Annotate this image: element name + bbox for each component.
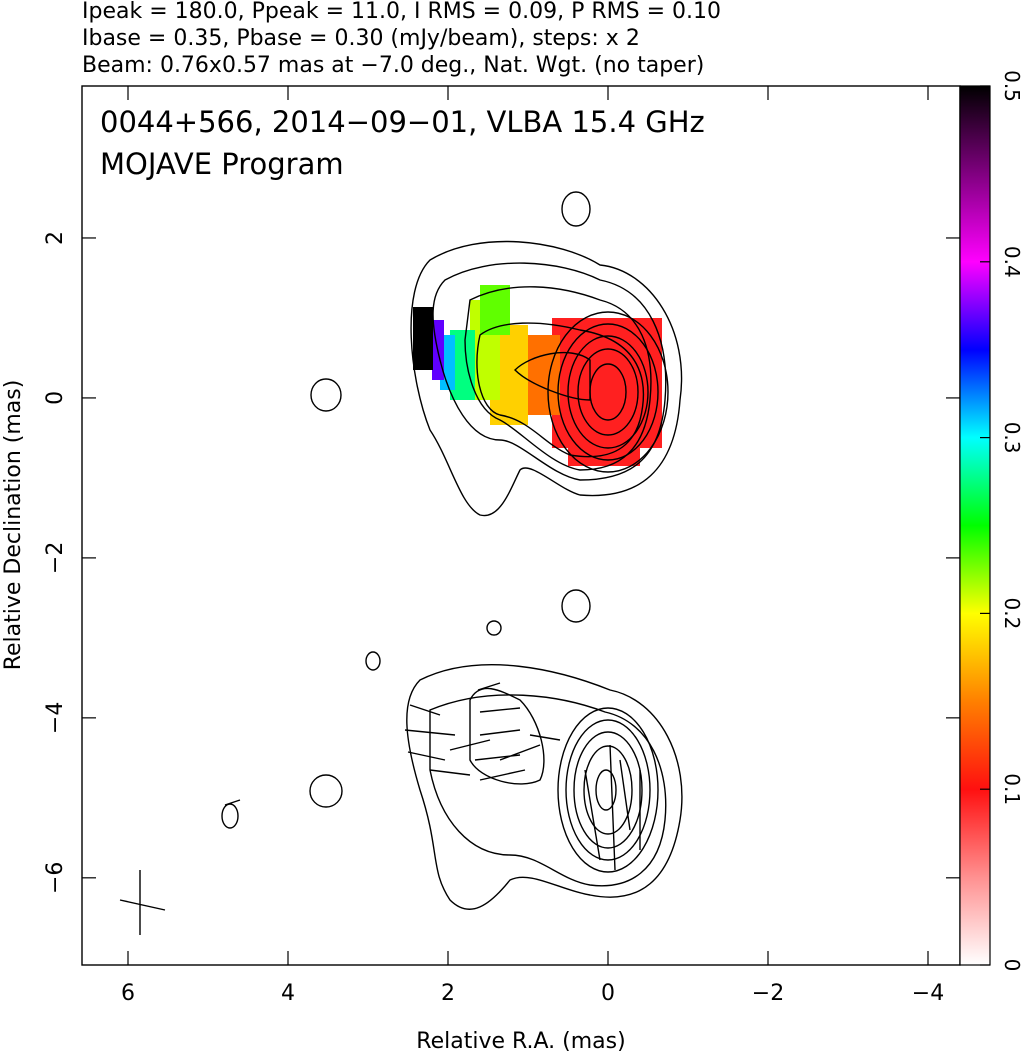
colorbar-tick-label: 0.4 — [1000, 246, 1021, 278]
x-tick-label: 4 — [281, 981, 295, 1006]
y-axis-label: Relative Declination (mas) — [1, 380, 26, 671]
colorbar-tick-label: 0.1 — [1000, 773, 1021, 805]
x-tick-label: −2 — [752, 981, 784, 1006]
x-tick-label: 0 — [601, 981, 615, 1006]
map-title: 0044+566, 2014−09−01, VLBA 15.4 GHz — [100, 105, 705, 139]
header-line: Ibase = 0.35, Pbase = 0.30 (mJy/beam), s… — [82, 26, 640, 51]
x-axis-label: Relative R.A. (mas) — [416, 1029, 625, 1054]
y-tick-label: −4 — [43, 702, 68, 734]
colorbar-tick-label: 0.2 — [1000, 597, 1021, 629]
x-tick-label: −4 — [912, 981, 944, 1006]
map-subtitle: MOJAVE Program — [100, 147, 344, 181]
header-line: Beam: 0.76x0.57 mas at −7.0 deg., Nat. W… — [82, 53, 704, 78]
colorbar-tick-label: 0.5 — [1000, 70, 1021, 102]
x-tick-label: 2 — [441, 981, 455, 1006]
colorbar-tick-label: 0 — [1000, 959, 1021, 972]
colorbar-tick-label: 0.3 — [1000, 422, 1021, 454]
x-tick-label: 6 — [121, 981, 135, 1006]
colorbar — [959, 85, 991, 966]
contours — [119, 191, 683, 935]
y-tick-label: −6 — [43, 862, 68, 894]
plot-frame — [81, 85, 961, 966]
header-line: Ipeak = 180.0, Ppeak = 11.0, I RMS = 0.0… — [82, 0, 721, 24]
y-tick-label: 2 — [43, 231, 68, 245]
y-tick-label: 0 — [43, 391, 68, 405]
y-tick-label: −2 — [43, 542, 68, 574]
